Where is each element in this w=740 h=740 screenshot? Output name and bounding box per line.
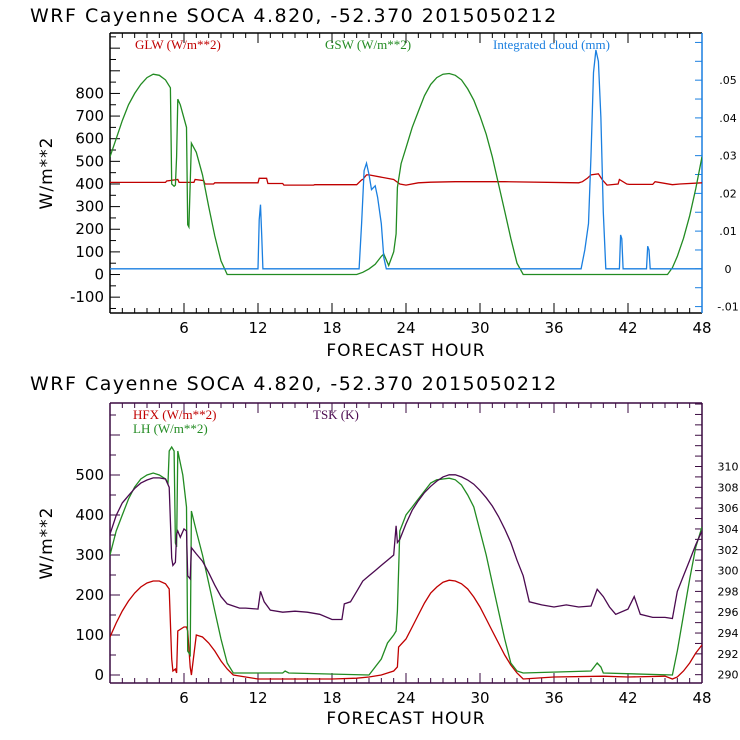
series-line-tsk [110,474,702,621]
legend-entry: LH (W/m**2) [133,421,208,436]
x-tick-label: 24 [396,689,415,707]
y-tick-label-right: 300 [718,565,739,578]
x-tick-label: 30 [470,689,489,707]
y-tick-label-right: 294 [718,627,739,640]
bottom-chart: 6 12 18 24 30 36 42 48 FORECAST HOUR W/m**2 0 100 20… [37,402,739,729]
x-tick-label: 36 [544,689,563,707]
y-tick-label-left: 500 [75,466,104,484]
top-chart: 6 12 18 24 30 36 42 48 FORECAST HOUR W/m**2 -100 0 1… [37,32,739,361]
legend-entry: Integrated cloud (mm) [493,37,610,52]
y-tick-label-right: 296 [718,606,739,619]
x-axis-label: FORECAST HOUR [326,709,485,729]
x-tick-label: 18 [322,319,341,337]
x-tick-label: 42 [618,689,637,707]
y-tick-label-right: 304 [718,523,739,536]
y-tick-label-left: 100 [75,243,104,261]
y-tick-label-right: 0 [725,263,732,276]
y-tick-label-right: 308 [718,481,739,494]
x-tick-label: 48 [692,689,711,707]
y-tick-label-right: .05 [719,74,737,87]
x-tick-label: 24 [396,319,415,337]
y-tick-label-left: 0 [94,666,104,684]
x-tick-label: 36 [544,319,563,337]
y-tick-label-left: -100 [70,288,104,306]
x-tick-label: 6 [179,319,189,337]
x-tick-label: 12 [248,319,267,337]
y-tick-label-left: 0 [94,266,104,284]
series-line-integrated [110,49,702,270]
legend-entry: GSW (W/m**2) [325,37,411,52]
y-tick-label-right: 292 [718,648,739,661]
top-chart-title: WRF Cayenne SOCA 4.820, -52.370 20150502… [30,5,558,27]
x-tick-label: 30 [470,319,489,337]
legend-entry: TSK (K) [313,407,359,422]
x-axis-label: FORECAST HOUR [326,341,485,361]
y-tick-label-right: 310 [718,460,739,473]
x-tick-label: 48 [692,319,711,337]
y-tick-label-left: 700 [75,107,104,125]
series-line-hfx [110,579,702,680]
y-tick-label-left: 300 [75,546,104,564]
legend-entry: HFX (W/m**2) [133,407,216,422]
y-tick-label-right: .03 [719,150,737,163]
series-line-gsw [110,72,702,276]
y-tick-label-right: 290 [718,669,739,682]
legend-entry: GLW (W/m**2) [135,37,221,52]
x-tick-label: 6 [179,689,189,707]
y-tick-label-left: 200 [75,220,104,238]
x-tick-label: 42 [618,319,637,337]
series-line-lh [110,445,702,676]
y-tick-label-right: .01 [719,225,737,238]
y-tick-label-left: 200 [75,586,104,604]
y-tick-label-right: 298 [718,585,739,598]
y-tick-label-left: 400 [75,175,104,193]
y-tick-label-right: -.01 [717,301,738,314]
y-tick-label-left: 600 [75,130,104,148]
y-tick-label-right: .04 [719,112,737,125]
y-tick-label-left: 300 [75,198,104,216]
y-tick-label-left: 500 [75,152,104,170]
x-tick-label: 18 [322,689,341,707]
y-tick-label-left: 100 [75,626,104,644]
y-tick-label-right: .02 [719,187,737,200]
y-tick-label-left: 400 [75,506,104,524]
y-axis-label: W/m**2 [37,507,57,580]
y-tick-label-right: 306 [718,502,739,515]
series-line-glw [110,173,702,186]
y-tick-label-left: 800 [75,84,104,102]
y-axis-label: W/m**2 [37,137,57,210]
x-tick-label: 12 [248,689,267,707]
y-tick-label-right: 302 [718,544,739,557]
bottom-chart-title: WRF Cayenne SOCA 4.820, -52.370 20150502… [30,373,558,395]
